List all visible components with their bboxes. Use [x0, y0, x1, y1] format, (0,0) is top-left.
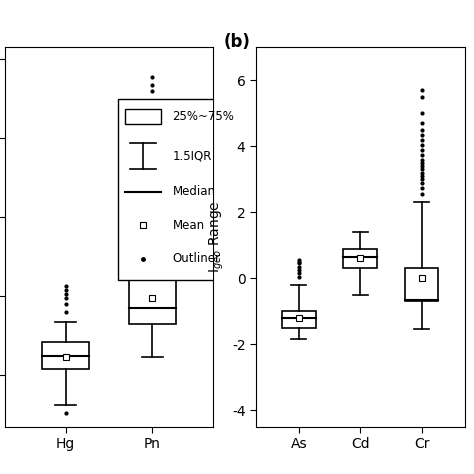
- Bar: [42, 342, 90, 369]
- Text: Mean: Mean: [173, 219, 205, 232]
- Bar: [128, 271, 176, 324]
- Bar: [118, 99, 322, 281]
- Text: 25%~75%: 25%~75%: [173, 110, 234, 123]
- Bar: [343, 248, 377, 268]
- Text: Outliner: Outliner: [173, 252, 220, 265]
- Bar: [405, 268, 438, 301]
- Text: (b): (b): [224, 33, 250, 51]
- Y-axis label: I$_{geo}$ Range: I$_{geo}$ Range: [208, 201, 227, 273]
- Bar: [282, 311, 316, 328]
- Text: 1.5IQR: 1.5IQR: [173, 149, 212, 163]
- Bar: [125, 109, 161, 124]
- Text: Median: Median: [173, 185, 216, 198]
